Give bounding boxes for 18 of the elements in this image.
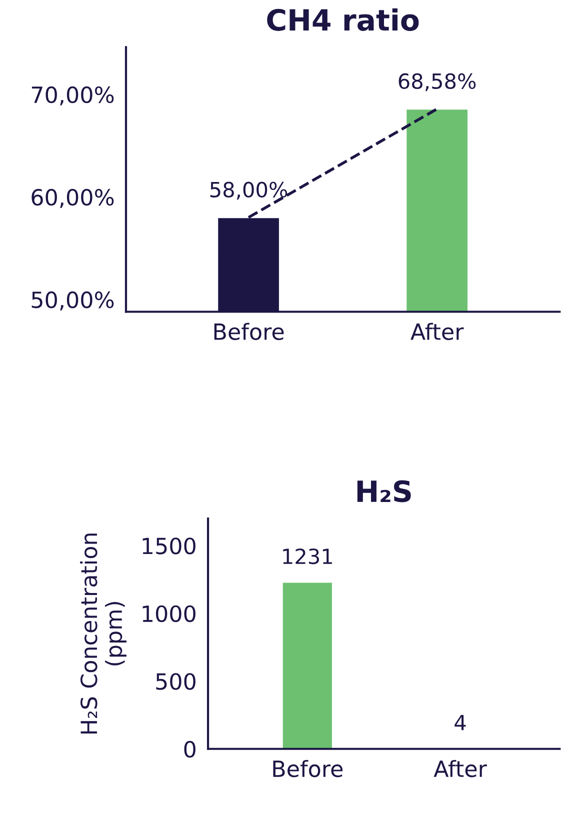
- y-tick-label: 0: [184, 740, 196, 758]
- x-tick-label: Before: [273, 760, 343, 778]
- x-tick-label: Before: [214, 322, 284, 340]
- y-tick-label: 70,00%: [32, 86, 114, 106]
- x-tick-label: After: [410, 322, 464, 340]
- y-tick-label: 1500: [142, 538, 196, 554]
- chart-title: CH4 ratio: [267, 8, 419, 31]
- y-tick-label: 1000: [142, 605, 196, 622]
- x-tick-label: After: [434, 760, 487, 778]
- y-tick-label: 50,00%: [32, 291, 114, 310]
- y-tick-label: 500: [156, 673, 196, 690]
- chart-title: H₂S: [357, 480, 411, 502]
- data-label: 4: [454, 714, 466, 730]
- data-label: 58,00%: [210, 182, 288, 200]
- data-label: 68,58%: [398, 73, 476, 92]
- data-label: 1231: [283, 548, 332, 564]
- y-tick-label: 60,00%: [32, 188, 114, 208]
- y-axis-title: H₂S Concentration (ppm): [80, 534, 126, 734]
